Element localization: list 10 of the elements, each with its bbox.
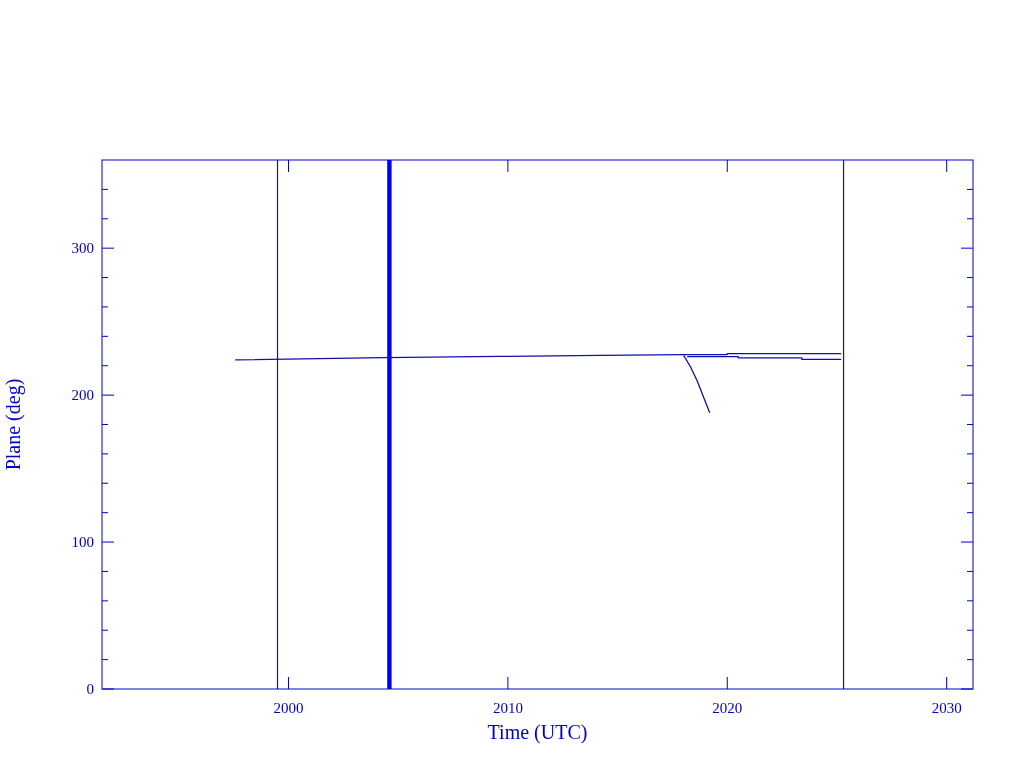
y-tick-label: 300 (71, 240, 94, 257)
y-tick-label: 100 (71, 534, 94, 551)
x-tick-label: 2030 (931, 700, 962, 716)
y-axis-title: Plane (deg) (2, 378, 25, 471)
y-tick-label: 0 (86, 681, 94, 697)
x-tick-label: 2000 (273, 700, 304, 716)
y-tick-label: 200 (71, 387, 94, 404)
x-tick-label: 2010 (492, 700, 523, 716)
x-axis-title: Time (UTC) (487, 721, 588, 744)
x-tick-label: 2020 (712, 700, 743, 716)
